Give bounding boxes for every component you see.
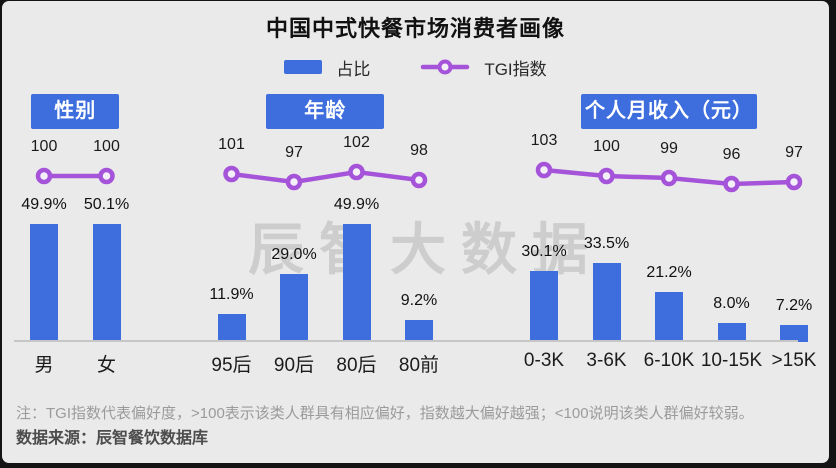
bar — [592, 262, 621, 342]
group-header-chip: 个人月收入（元） — [581, 94, 757, 129]
tgi-value-label: 100 — [93, 138, 120, 155]
bar — [280, 273, 308, 342]
tgi-line-chart — [35, 161, 803, 193]
tgi-marker — [660, 169, 678, 187]
tgi-marker — [348, 163, 365, 181]
legend-line-sample-icon — [421, 59, 470, 75]
category-label: 3-6K — [586, 350, 627, 371]
baseline-axis — [14, 340, 798, 342]
chart-card: 中国中式快餐市场消费者画像 占比 TGI指数 辰智大数据 性别 100 49.9% 男… — [2, 1, 829, 463]
legend-bar-swatch-icon — [284, 60, 323, 74]
bar — [217, 313, 246, 342]
share-value-label: 30.1% — [521, 242, 567, 260]
bar — [655, 291, 683, 342]
tgi-marker — [723, 175, 740, 193]
tgi-value-label: 97 — [285, 144, 303, 161]
category-label: 女 — [96, 355, 116, 376]
group-header-chip: 年龄 — [266, 94, 385, 129]
share-value-label: 9.2% — [400, 292, 438, 310]
tgi-marker — [98, 167, 115, 185]
share-value-label: 21.2% — [646, 263, 692, 281]
tgi-marker — [535, 161, 553, 179]
share-value-label: 49.9% — [333, 196, 380, 214]
legend: 占比 TGI指数 — [2, 56, 829, 79]
note-text: 注：TGI指数代表偏好度，>100表示该类人群具有相应偏好，指数越大偏好越强；<… — [16, 405, 754, 422]
share-value-label: 7.2% — [775, 297, 813, 314]
bar — [405, 320, 433, 342]
bar — [342, 224, 371, 342]
tgi-value-label: 97 — [785, 144, 803, 161]
tgi-value-label: 102 — [343, 134, 370, 151]
share-value-label: 33.5% — [583, 234, 630, 252]
tgi-marker — [285, 173, 303, 191]
tgi-marker — [598, 167, 615, 185]
tgi-marker — [223, 165, 240, 183]
share-value-label: 29.0% — [271, 245, 317, 263]
tgi-value-label: 101 — [218, 136, 245, 153]
chart-canvas: 性别 100 49.9% 男 100 50.1% 女 年龄 101 11.9% 95后 97 29.0%… — [2, 1, 829, 463]
category-label: 80前 — [398, 355, 440, 376]
legend-bar-label: 占比 — [336, 59, 371, 79]
share-value-label: 49.9% — [21, 196, 67, 214]
category-label: 0-3K — [523, 350, 565, 371]
tgi-value-label: 99 — [660, 140, 678, 157]
tgi-value-label: 100 — [30, 138, 58, 155]
tgi-value-label: 96 — [722, 146, 741, 163]
bar — [92, 223, 121, 342]
share-value-label: 8.0% — [713, 295, 750, 313]
tgi-value-label: 98 — [410, 142, 428, 159]
share-value-label: 50.1% — [83, 195, 130, 213]
tgi-marker — [785, 173, 803, 191]
category-label: >15K — [771, 350, 817, 371]
tgi-marker — [35, 167, 53, 185]
category-label: 90后 — [273, 355, 315, 376]
tgi-line — [231, 169, 420, 185]
tgi-value-label: 103 — [530, 132, 558, 149]
bar — [530, 270, 558, 342]
category-label: 80后 — [336, 355, 377, 376]
bar — [717, 323, 746, 342]
watermark: 辰智大数据 — [248, 218, 603, 281]
category-label: 95后 — [211, 355, 252, 376]
chart-title: 中国中式快餐市场消费者画像 — [265, 16, 565, 41]
category-label: 10-15K — [700, 350, 763, 371]
share-value-label: 11.9% — [209, 285, 254, 303]
tgi-marker — [410, 171, 428, 189]
category-label: 男 — [34, 355, 54, 376]
tgi-value-label: 100 — [593, 138, 620, 155]
bar — [780, 325, 808, 342]
source-text: 数据来源：辰智餐饮数据库 — [16, 430, 209, 447]
group-header-chip: 性别 — [31, 94, 120, 129]
legend-line-label: TGI指数 — [484, 59, 547, 79]
bar — [30, 224, 58, 342]
category-label: 6-10K — [643, 350, 695, 371]
